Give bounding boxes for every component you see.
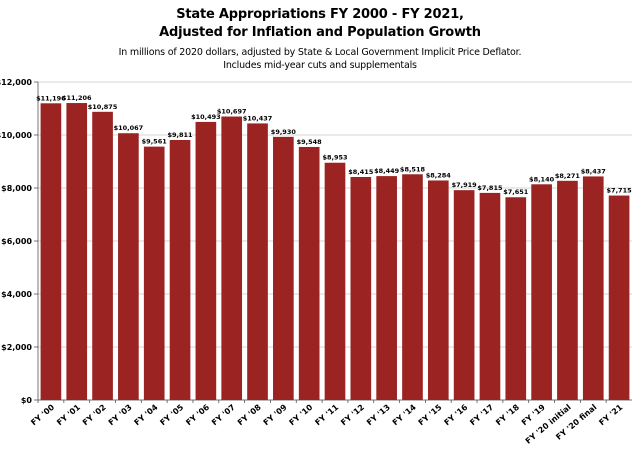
data-label: $10,697 <box>217 108 247 116</box>
chart-title: State Appropriations FY 2000 - FY 2021, … <box>0 6 640 42</box>
bar <box>221 116 243 400</box>
bar <box>582 176 604 400</box>
y-tick-label: $8,000 <box>1 184 32 193</box>
data-label: $8,415 <box>348 168 374 176</box>
bar <box>324 162 346 400</box>
bar <box>273 136 294 401</box>
x-tick-label: FY '02 <box>81 403 108 428</box>
y-tick-label: $6,000 <box>1 237 32 246</box>
x-tick-label: FY '07 <box>210 403 237 428</box>
chart-title-line-2: Adjusted for Inflation and Population Gr… <box>159 25 481 40</box>
x-tick-label: FY '04 <box>133 402 160 427</box>
bar <box>143 146 165 400</box>
bar <box>247 123 268 401</box>
chart-subtitle-line-1: In millions of 2020 dollars, adjusted by… <box>118 47 522 58</box>
bar <box>92 111 113 400</box>
bar <box>376 176 397 400</box>
y-tick-label: $0 <box>21 396 33 405</box>
data-label: $8,518 <box>400 165 426 173</box>
data-label: $8,449 <box>374 167 400 175</box>
x-tick-label: FY '20 initial <box>524 402 573 445</box>
data-label: $7,815 <box>477 184 503 192</box>
bar <box>350 177 372 400</box>
y-tick-label: $12,000 <box>0 78 32 87</box>
data-label: $11,206 <box>62 94 92 102</box>
x-tick-label: FY '06 <box>184 402 211 427</box>
bar <box>298 146 320 400</box>
y-tick-label: $4,000 <box>1 290 32 299</box>
chart-title-line-1: State Appropriations FY 2000 - FY 2021, <box>176 7 464 22</box>
data-label: $8,953 <box>322 154 347 162</box>
bar <box>169 140 191 401</box>
data-label: $9,811 <box>167 131 193 139</box>
x-tick-label: FY '21 <box>597 402 624 427</box>
data-label: $10,067 <box>114 124 144 132</box>
bar <box>608 195 630 400</box>
bar <box>66 103 88 400</box>
x-tick-label: FY '14 <box>391 402 418 427</box>
x-tick-label: FY '12 <box>339 403 366 428</box>
data-labels: $11,196$11,206$10,875 $10,067 $9,561$9,811… <box>36 94 632 196</box>
x-tick-label: FY '05 <box>158 402 185 427</box>
data-label: $7,715 <box>607 187 633 195</box>
chart-subtitle-line-2: Includes mid-year cuts and supplementals <box>223 60 417 71</box>
y-tick-label: $2,000 <box>1 343 32 352</box>
data-label: $8,437 <box>581 167 606 175</box>
data-label: $9,930 <box>271 128 297 136</box>
data-label: $10,437 <box>243 114 273 122</box>
data-label: $8,284 <box>426 171 452 179</box>
x-tick-label: FY '08 <box>236 402 263 427</box>
x-tick-label: FY '17 <box>468 403 495 428</box>
bar <box>453 190 475 400</box>
data-label: $8,271 <box>555 172 581 180</box>
chart-subtitle: In millions of 2020 dollars, adjusted by… <box>0 46 640 72</box>
data-label: $9,561 <box>142 138 168 146</box>
data-label: $7,651 <box>503 188 529 196</box>
bar <box>40 103 62 400</box>
bar <box>479 192 501 400</box>
bar <box>402 174 423 400</box>
data-label: $11,196 <box>36 94 66 102</box>
bar <box>118 133 139 401</box>
x-tick-label: FY '10 <box>288 402 315 427</box>
x-tick-label: FY '11 <box>313 402 340 427</box>
x-tick-label: FY '16 <box>442 402 469 427</box>
data-label: $10,493 <box>191 113 221 121</box>
x-tick-label: FY '18 <box>494 402 521 427</box>
data-label: $10,875 <box>88 103 118 111</box>
x-tick-label: FY '13 <box>365 403 392 428</box>
data-label: $9,548 <box>297 138 323 146</box>
x-tick-label: FY '01 <box>55 402 82 427</box>
x-tick-label: FY '00 <box>29 402 56 427</box>
bars <box>40 103 630 401</box>
bar <box>195 121 217 401</box>
x-tick-label: FY '03 <box>107 403 134 428</box>
x-tick-label: FY '09 <box>262 402 289 427</box>
data-label: $7,919 <box>452 181 478 189</box>
x-tick-label: FY '15 <box>417 402 444 427</box>
bar <box>557 180 578 400</box>
y-tick-label: $10,000 <box>0 131 32 140</box>
bar <box>427 180 449 400</box>
data-label: $8,140 <box>529 175 555 183</box>
bar <box>531 184 552 400</box>
bar <box>505 197 527 400</box>
